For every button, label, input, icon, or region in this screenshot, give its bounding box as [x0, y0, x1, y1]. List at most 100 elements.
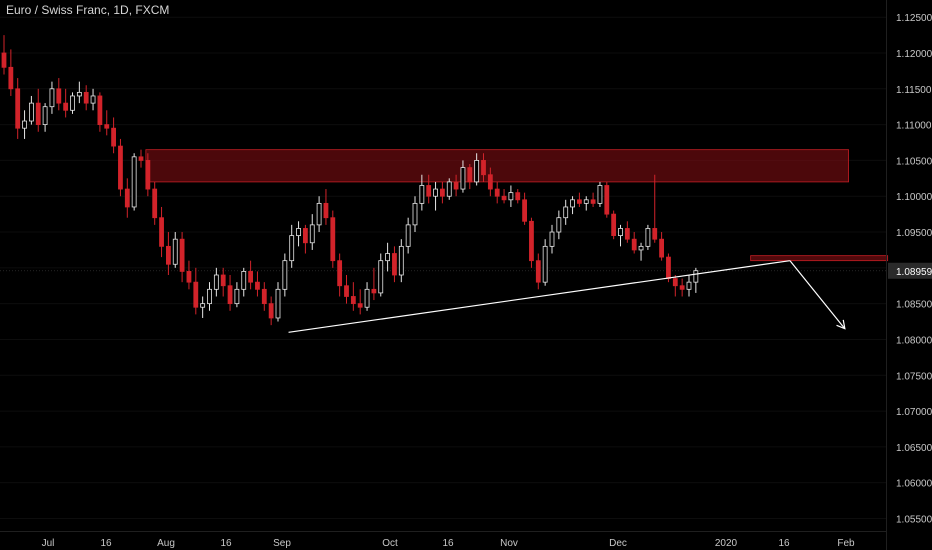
candle-body: [364, 288, 370, 308]
candle-body: [529, 220, 534, 262]
candle-body: [193, 281, 199, 308]
candle-body: [118, 145, 123, 190]
time-axis: Jul 16 Aug 16 Sep Oct 16 Nov Dec 2020 16 Feb: [42, 538, 855, 549]
candle-body: [378, 260, 384, 294]
candle-body: [679, 285, 685, 290]
candle-body: [371, 288, 377, 294]
candle-body: [392, 253, 397, 276]
candle-body: [302, 228, 308, 244]
candle-body: [474, 160, 480, 183]
zone-layer: [145, 149, 889, 262]
candle-body: [70, 95, 75, 111]
price-tick-label: 1.12500: [896, 13, 932, 24]
candle-body: [638, 245, 644, 251]
candle-body: [111, 127, 116, 147]
candle-body: [220, 274, 226, 287]
candle-body: [1, 52, 7, 68]
time-tick-label: Jul: [42, 538, 55, 549]
price-tick-label: 1.11000: [896, 121, 932, 132]
candle-body: [405, 224, 411, 247]
candle-body: [515, 192, 521, 201]
candle-body: [76, 91, 82, 97]
candle-body: [275, 288, 281, 319]
candle-body: [159, 217, 164, 247]
candle-body: [652, 228, 658, 240]
candle-body: [42, 106, 48, 126]
candle-body: [556, 217, 562, 233]
price-tick-label: 1.12000: [896, 49, 932, 60]
price-tick-label: 1.06500: [896, 443, 932, 454]
candle-body: [63, 102, 69, 111]
candle-body: [131, 156, 137, 208]
time-tick-label: Aug: [157, 538, 175, 549]
price-tick-label: 1.10500: [896, 156, 932, 167]
chart-title: Euro / Swiss Franc, 1D, FXCM: [6, 3, 170, 17]
candle-body: [289, 235, 295, 262]
price-tick-label: 1.05500: [896, 514, 932, 525]
time-tick-label: Dec: [609, 538, 627, 549]
candle-body: [501, 195, 507, 201]
candle-body: [618, 228, 623, 237]
candle-body: [138, 156, 144, 161]
drawings-layer: [288, 260, 846, 333]
candle-body: [83, 91, 89, 104]
axis-bottom-border: [0, 531, 886, 532]
axis-separator: [886, 0, 887, 550]
candle-body: [28, 102, 34, 122]
price-axis: 1.12500 1.12000 1.11500 1.11000 1.10500 1.100…: [888, 13, 932, 525]
candle-body: [97, 95, 103, 126]
candle-body: [316, 202, 322, 226]
candle-body: [419, 185, 425, 204]
candle-body: [549, 231, 555, 247]
trendline: [288, 260, 790, 333]
candles-layer: [1, 35, 699, 326]
candle-body: [467, 167, 473, 183]
candle-body: [590, 199, 596, 204]
price-tick-label: 1.09500: [896, 228, 932, 239]
candle-body: [234, 288, 240, 305]
candle-body: [426, 185, 432, 197]
candle-body: [522, 199, 527, 222]
candle-body: [227, 285, 233, 305]
candle-body: [645, 228, 651, 247]
candle-body: [659, 238, 664, 258]
candle-body: [583, 199, 589, 204]
time-tick-label: Nov: [500, 538, 518, 549]
candle-body: [145, 160, 151, 190]
price-tick-label: 1.08500: [896, 300, 932, 311]
candle-body: [15, 88, 21, 129]
candle-body: [49, 88, 55, 108]
candle-body: [542, 245, 548, 283]
candle-body: [35, 102, 41, 126]
candle-body: [152, 188, 158, 219]
time-tick-label: 16: [100, 538, 112, 549]
price-tick-label: 1.11500: [896, 85, 932, 96]
candle-body: [255, 281, 260, 290]
arrow-shaft: [789, 260, 846, 330]
candle-body: [563, 206, 569, 219]
candle-body: [344, 285, 349, 297]
time-tick-label: 2020: [715, 538, 738, 549]
candle-body: [282, 260, 288, 290]
candle-body: [350, 296, 356, 305]
price-tick-label: 1.07500: [896, 371, 932, 382]
candle-body: [535, 260, 541, 283]
candle-body: [179, 238, 185, 272]
candle-body: [693, 270, 699, 283]
time-tick-label: 16: [442, 538, 454, 549]
candle-body: [309, 224, 315, 244]
candle-body: [90, 95, 96, 104]
candle-body: [104, 124, 110, 129]
time-tick-label: Oct: [382, 538, 398, 549]
price-tick-label: 1.08000: [896, 335, 932, 346]
candle-body: [604, 185, 610, 215]
time-tick-label: Sep: [273, 538, 291, 549]
candle-body: [412, 202, 418, 226]
candle-body: [453, 181, 459, 190]
candle-body: [631, 238, 637, 251]
candle-body: [8, 66, 14, 90]
last-price-tag: [888, 262, 932, 279]
resistance-zone: [145, 149, 849, 183]
candle-body: [398, 245, 404, 276]
